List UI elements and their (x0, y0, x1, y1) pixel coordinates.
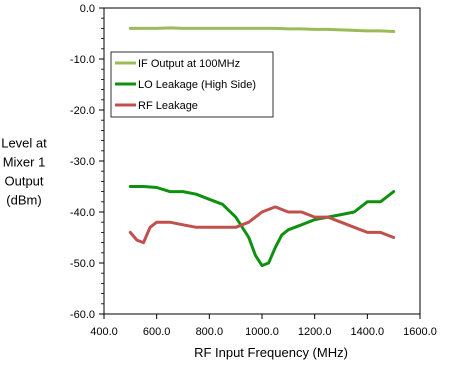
y-tick-label: -40.0 (70, 207, 95, 219)
y-axis-title-line: (dBm) (6, 193, 41, 208)
y-axis-title-line: Output (4, 174, 43, 189)
x-tick-label: 1200.0 (298, 326, 332, 338)
series-line-3 (128, 205, 396, 245)
x-tick-label: 800.0 (196, 326, 224, 338)
y-axis-title-line: Mixer 1 (3, 155, 46, 170)
legend-label: RF Leakage (138, 100, 198, 112)
y-axis: 0.0 -10.0 -20.0 -30.0 -40.0 -50.0 -60.0 (70, 3, 104, 321)
y-tick-label: 0.0 (80, 3, 95, 15)
y-tick-label: -10.0 (70, 54, 95, 66)
x-tick-label: 1400.0 (351, 326, 385, 338)
legend: IF Output at 100MHz LO Leakage (High Side… (110, 51, 274, 118)
x-tick-label: 400.0 (90, 326, 118, 338)
legend-box (110, 51, 274, 118)
x-tick-label: 1600.0 (403, 326, 437, 338)
legend-label: IF Output at 100MHz (138, 58, 240, 70)
x-axis-title: RF Input Frequency (MHz) (194, 345, 348, 360)
y-axis-title-line: Level at (1, 136, 47, 151)
series-line-2 (128, 185, 396, 268)
y-tick-label: -30.0 (70, 156, 95, 168)
y-axis-title: Level at Mixer 1 Output (dBm) (1, 136, 47, 208)
legend-label: LO Leakage (High Side) (138, 79, 256, 91)
y-tick-label: -50.0 (70, 258, 95, 270)
series-line-1 (128, 26, 396, 33)
y-tick-label: -60.0 (70, 309, 95, 321)
y-tick-label: -20.0 (70, 105, 95, 117)
x-tick-label: 600.0 (143, 326, 171, 338)
x-tick-label: 1000.0 (245, 326, 279, 338)
series-group (128, 26, 396, 268)
x-axis: 400.0 600.0 800.0 1000.0 1200.0 1400.0 1600.0 (90, 314, 437, 338)
